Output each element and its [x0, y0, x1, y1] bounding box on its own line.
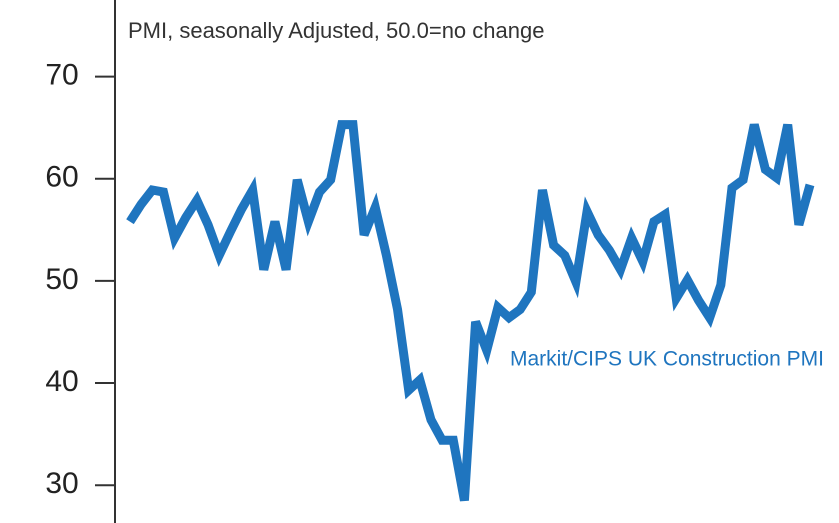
y-tick-label: 40 — [45, 365, 78, 398]
series-label: Markit/CIPS UK Construction PMI — [510, 348, 824, 371]
y-tick-label: 60 — [45, 161, 78, 194]
y-tick-label: 50 — [45, 263, 78, 296]
y-tick-label: 30 — [45, 467, 78, 500]
data-line — [126, 120, 815, 502]
chart-subtitle: PMI, seasonally Adjusted, 50.0=no change — [128, 18, 544, 43]
y-tick-label: 70 — [45, 59, 78, 92]
